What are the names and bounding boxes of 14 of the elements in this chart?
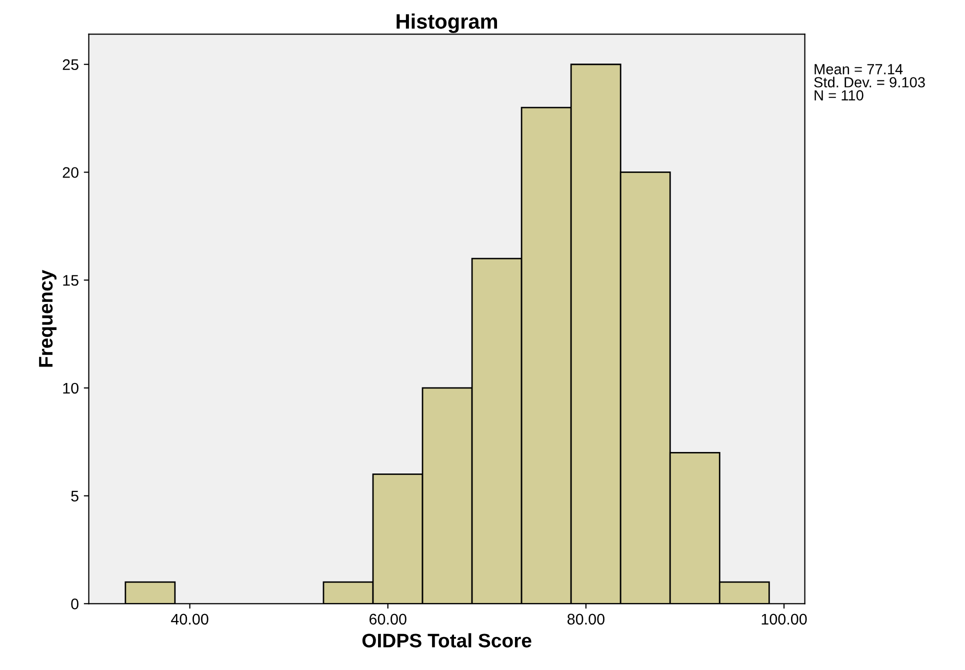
x-axis-title: OIDPS Total Score — [362, 633, 532, 648]
y-axis-title: Frequency — [39, 270, 57, 367]
y-tick-label: 10 — [63, 382, 78, 394]
text: Mean = 77.14 Std. Dev. = 9.103 N = 110 — [814, 64, 925, 100]
y-tick-label: 5 — [71, 490, 78, 502]
chart-title: Histogram — [396, 14, 498, 34]
y-tick-label: 0 — [71, 598, 78, 610]
x-tick-label: 80.00 — [567, 614, 604, 625]
x-tick-label: 60.00 — [370, 614, 406, 625]
y-tick-label: 20 — [62, 167, 78, 178]
x-tick-label: 40.00 — [171, 614, 208, 625]
y-tick-label: 15 — [63, 275, 78, 286]
y-tick-label: 25 — [62, 59, 78, 70]
x-tick-label: 100.00 — [762, 614, 807, 625]
